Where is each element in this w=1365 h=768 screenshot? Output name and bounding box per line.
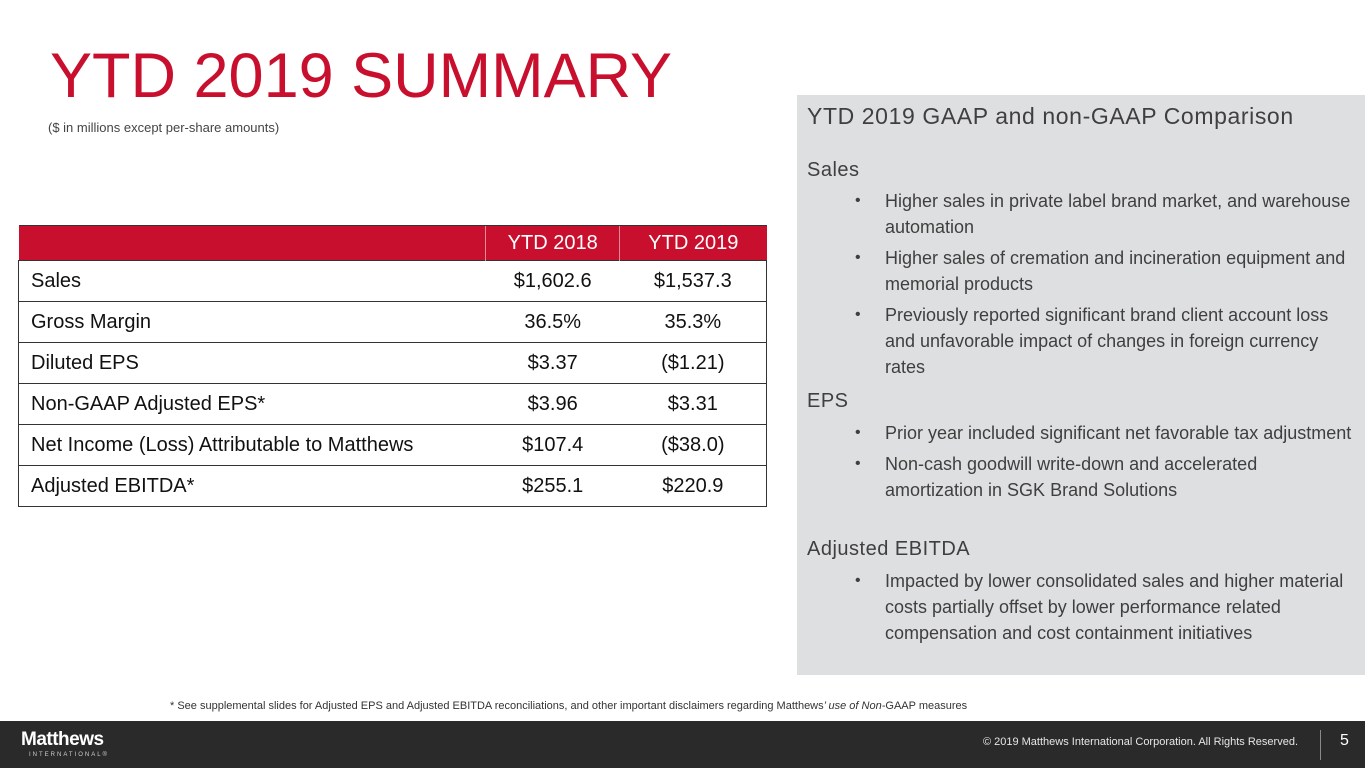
row-label: Gross Margin [18,301,486,343]
logo-wordmark: Matthews [21,729,104,750]
copyright-text: © 2019 Matthews International Corporatio… [982,736,1298,748]
value-ytd-2019: ($38.0) [619,424,767,466]
table-row: Non-GAAP Adjusted EPS* $3.96 $3.31 [18,383,767,425]
eps-bullet-list: • Prior year included significant net fav… [853,420,1353,503]
footer-bar: Matthews INTERNATIONAL® © 2019 Matthews … [0,721,1365,768]
footer-divider [1320,730,1321,760]
value-ytd-2019: $3.31 [619,383,767,425]
footnote: * See supplemental slides for Adjusted E… [170,700,968,712]
value-ytd-2018: $255.1 [485,465,620,507]
value-ytd-2018: $3.96 [485,383,620,425]
list-item: • Impacted by lower consolidated sales an… [853,568,1353,646]
matthews-logo: Matthews INTERNATIONAL® [21,729,109,759]
ebitda-bullet-list: • Impacted by lower consolidated sales an… [853,568,1353,646]
value-ytd-2018: $1,602.6 [513,269,592,292]
header-blank [18,225,486,261]
section-heading-sales: Sales [807,159,860,181]
table-row: Diluted EPS $3.37 ($1.21) [18,342,767,384]
row-label: Diluted EPS [18,342,486,384]
value-ytd-2018: $3.37 [485,342,620,384]
logo-subtitle: INTERNATIONAL® [29,752,109,758]
value-ytd-2018: $107.4 [485,424,620,466]
header-ytd-2018: YTD 2018 [485,225,620,261]
slide-subtitle: ($ in millions except per-share amounts) [48,120,280,135]
bullet-icon: • [855,306,861,323]
row-label: Net Income (Loss) Attributable to Matthe… [18,424,486,466]
sales-bullet-list: • Higher sales in private label brand mar… [853,188,1353,380]
value-ytd-2019: $1,537.3 [653,269,732,292]
summary-table: YTD 2018 YTD 2019 Sales $1,602.6 $1,537.… [18,225,767,507]
value-ytd-2019: ($1.21) [619,342,767,384]
table-row: Net Income (Loss) Attributable to Matthe… [18,424,767,466]
row-label: Adjusted EBITDA* [18,465,486,507]
value-ytd-2018: 36.5% [485,301,620,343]
table-header-row: YTD 2018 YTD 2019 [18,225,767,261]
list-item: • Previously reported significant brand c… [853,302,1353,380]
list-item: • Higher sales in private label brand mar… [853,188,1353,240]
list-item: • Non-cash goodwill write-down and accele… [853,451,1353,503]
table-row: Gross Margin 36.5% 35.3% [18,301,767,343]
bullet-icon: • [855,455,861,472]
section-heading-eps: EPS [807,390,849,412]
row-label: Non-GAAP Adjusted EPS* [18,383,486,425]
slide-title: YTD 2019 SUMMARY [50,41,673,111]
bullet-icon: • [855,424,861,441]
bullet-icon: • [855,192,861,209]
section-heading-adjusted-ebitda: Adjusted EBITDA [807,538,971,560]
value-ytd-2019: $220.9 [619,465,767,507]
bullet-icon: • [855,249,861,266]
list-item: • Higher sales of cremation and incinerat… [853,245,1353,297]
value-ytd-2019: 35.3% [619,301,767,343]
comparison-panel: YTD 2019 GAAP and non-GAAP Comparison Sa… [797,95,1365,675]
page-number: 5 [1340,732,1349,749]
table-row: Sales $1,602.6 $1,537.3 [19,261,767,302]
row-label: Sales [31,269,82,292]
bullet-icon: • [855,572,861,589]
table-row: Adjusted EBITDA* $255.1 $220.9 [18,465,767,507]
list-item: • Prior year included significant net fav… [853,420,1353,446]
panel-title: YTD 2019 GAAP and non-GAAP Comparison [807,103,1294,129]
header-ytd-2019: YTD 2019 [619,225,767,261]
